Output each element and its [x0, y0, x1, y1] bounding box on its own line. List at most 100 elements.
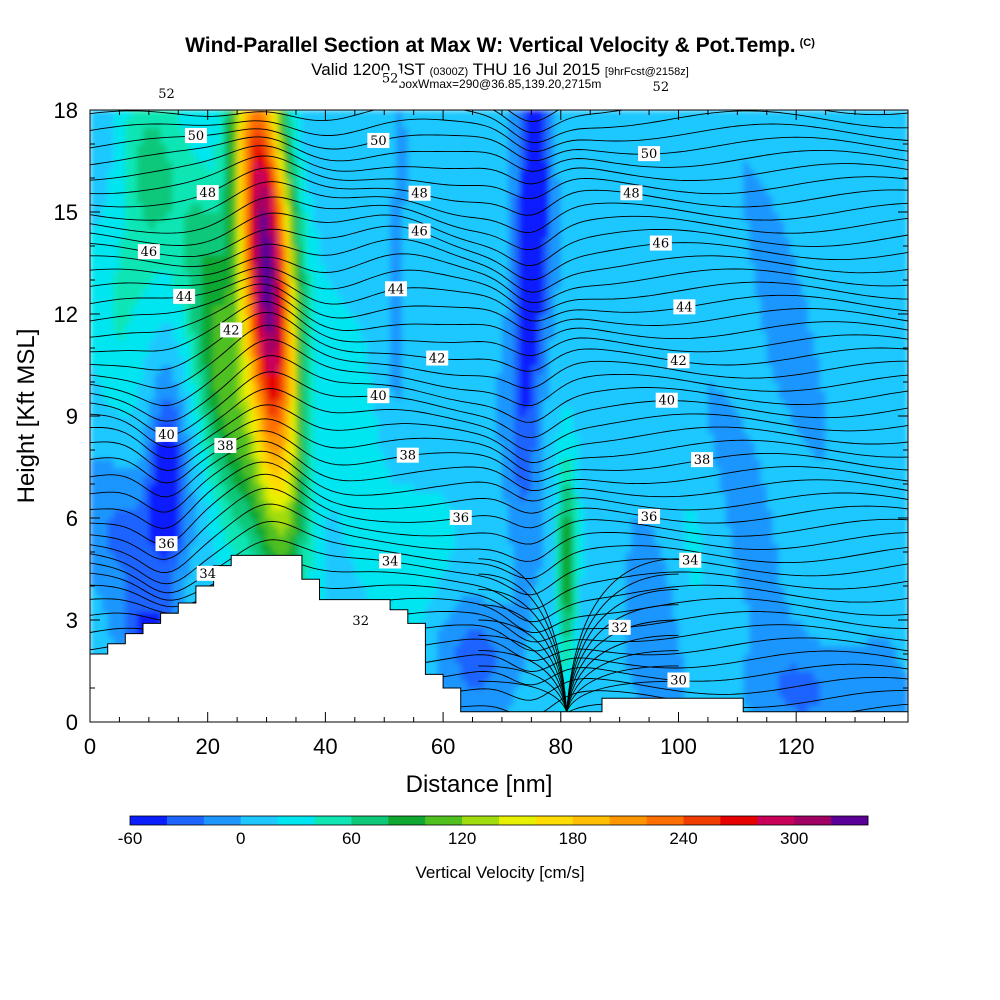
velocity-cell	[443, 288, 450, 298]
velocity-cell	[166, 458, 173, 468]
velocity-cell	[137, 373, 144, 383]
velocity-cell	[284, 348, 291, 358]
velocity-cell	[207, 399, 215, 409]
velocity-cell	[448, 288, 456, 298]
velocity-cell	[278, 399, 285, 409]
velocity-cell	[460, 671, 468, 681]
velocity-cell	[113, 382, 121, 392]
velocity-cell	[301, 186, 309, 196]
velocity-cell	[101, 229, 109, 239]
velocity-cell	[213, 220, 221, 230]
velocity-cell	[454, 467, 462, 477]
velocity-cell	[478, 492, 485, 502]
velocity-cell	[448, 433, 456, 443]
velocity-cell	[142, 424, 150, 434]
velocity-cell	[148, 195, 156, 205]
velocity-cell	[201, 484, 209, 494]
velocity-cell	[319, 560, 326, 570]
velocity-cell	[454, 654, 462, 664]
velocity-cell	[419, 526, 427, 536]
velocity-cell	[384, 246, 391, 256]
velocity-cell	[431, 467, 438, 477]
velocity-cell	[472, 382, 479, 392]
velocity-cell	[478, 594, 485, 604]
velocity-cell	[443, 645, 450, 655]
velocity-cell	[448, 492, 456, 502]
velocity-cell	[378, 441, 385, 451]
velocity-cell	[448, 654, 456, 664]
velocity-cell	[343, 178, 350, 188]
velocity-cell	[448, 203, 456, 213]
velocity-cell	[95, 543, 103, 553]
velocity-cell	[284, 339, 291, 349]
velocity-cell	[431, 135, 438, 145]
velocity-cell	[278, 254, 285, 264]
velocity-cell	[490, 195, 497, 205]
velocity-cell	[490, 594, 497, 604]
velocity-cell	[301, 297, 309, 307]
velocity-cell	[307, 390, 315, 400]
velocity-cell	[401, 127, 409, 137]
velocity-cell	[413, 390, 421, 400]
velocity-cell	[413, 254, 421, 264]
velocity-cell	[490, 297, 497, 307]
velocity-cell	[407, 280, 415, 290]
velocity-cell	[307, 569, 315, 579]
velocity-cell	[348, 535, 356, 545]
velocity-cell	[231, 280, 238, 290]
velocity-cell	[295, 535, 303, 545]
velocity-cell	[225, 560, 232, 570]
velocity-cell	[431, 110, 438, 120]
velocity-cell	[148, 161, 156, 171]
velocity-cell	[331, 416, 338, 426]
velocity-cell	[119, 237, 126, 247]
velocity-cell	[466, 220, 474, 230]
velocity-cell	[207, 331, 215, 341]
velocity-cell	[113, 424, 121, 434]
velocity-cell	[95, 331, 103, 341]
velocity-cell	[131, 280, 138, 290]
velocity-cell	[219, 526, 226, 536]
velocity-cell	[343, 314, 350, 324]
velocity-cell	[354, 254, 362, 264]
velocity-cell	[343, 220, 350, 230]
velocity-cell	[413, 348, 421, 358]
velocity-cell	[166, 399, 173, 409]
velocity-cell	[166, 186, 173, 196]
velocity-cell	[401, 203, 409, 213]
velocity-cell	[231, 450, 238, 460]
velocity-cell	[248, 322, 256, 332]
velocity-cell	[219, 135, 226, 145]
velocity-cell	[295, 450, 303, 460]
velocity-cell	[413, 203, 421, 213]
velocity-cell	[213, 305, 221, 315]
velocity-cell	[154, 178, 162, 188]
velocity-cell	[207, 127, 215, 137]
velocity-cell	[437, 212, 444, 222]
velocity-cell	[419, 305, 427, 315]
velocity-cell	[172, 407, 179, 417]
velocity-cell	[378, 450, 385, 460]
velocity-cell	[348, 186, 356, 196]
velocity-cell	[219, 390, 226, 400]
velocity-cell	[213, 543, 221, 553]
velocity-cell	[454, 560, 462, 570]
velocity-cell	[119, 407, 126, 417]
velocity-cell	[378, 203, 385, 213]
velocity-cell	[225, 118, 232, 128]
velocity-cell	[319, 348, 326, 358]
velocity-cell	[419, 339, 427, 349]
velocity-cell	[313, 543, 321, 553]
velocity-cell	[219, 195, 226, 205]
velocity-cell	[448, 424, 456, 434]
velocity-cell	[195, 322, 203, 332]
velocity-cell	[278, 169, 285, 179]
velocity-cell	[307, 212, 315, 222]
velocity-cell	[454, 144, 462, 154]
velocity-cell	[290, 356, 297, 366]
velocity-cell	[107, 628, 115, 638]
velocity-cell	[472, 271, 479, 281]
velocity-cell	[348, 382, 356, 392]
velocity-cell	[478, 144, 485, 154]
velocity-cell	[125, 594, 132, 604]
